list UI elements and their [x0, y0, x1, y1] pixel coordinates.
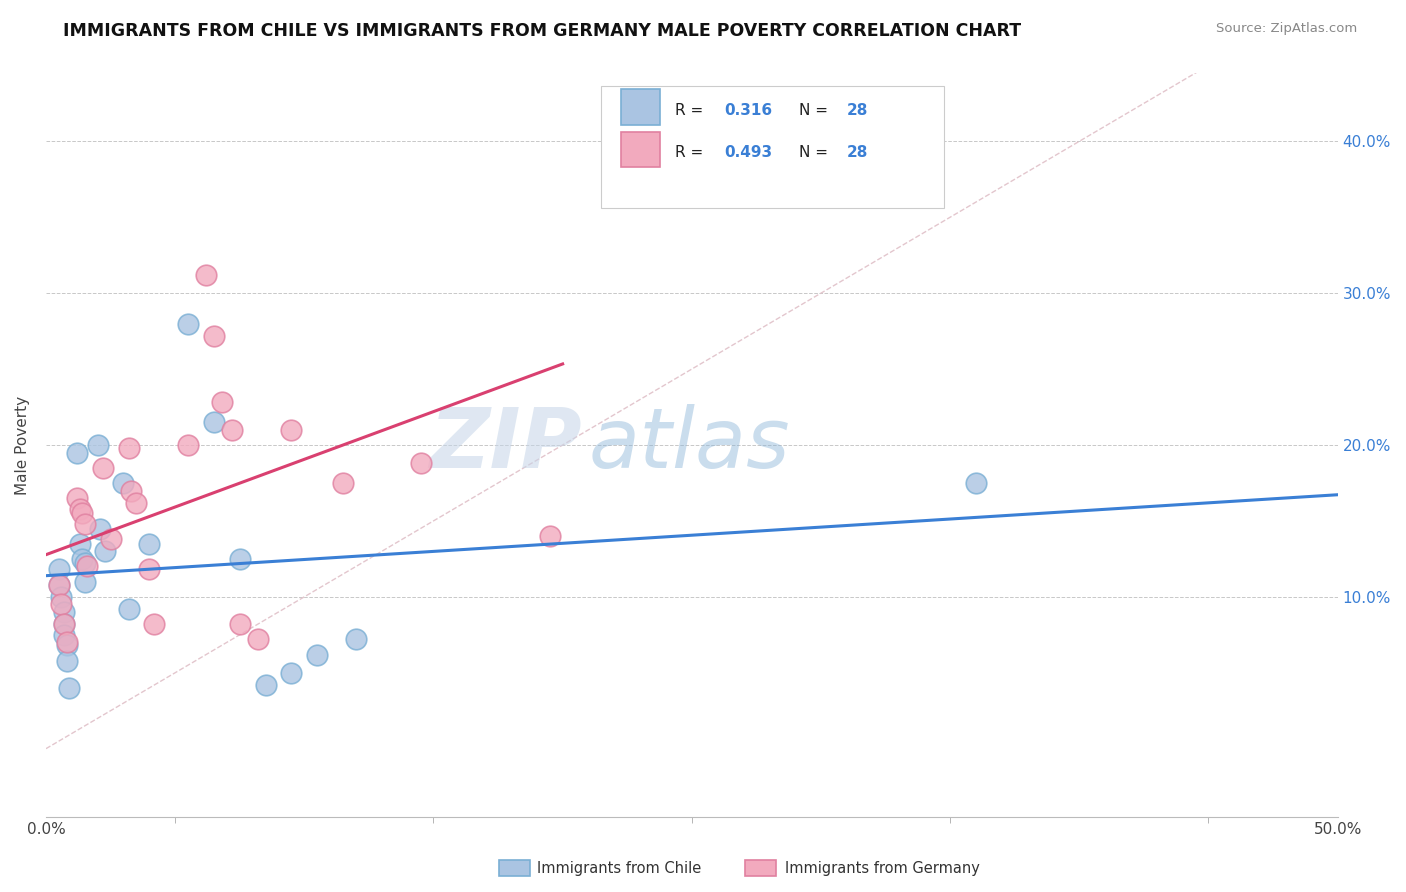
Point — [143, 617, 166, 632]
Point — [202, 415, 225, 429]
Point — [53, 605, 76, 619]
Point — [69, 537, 91, 551]
Point — [228, 552, 250, 566]
Point — [120, 483, 142, 498]
FancyBboxPatch shape — [602, 86, 943, 209]
Point — [91, 460, 114, 475]
Text: Immigrants from Chile: Immigrants from Chile — [537, 862, 702, 876]
Point — [254, 678, 277, 692]
Point — [246, 632, 269, 647]
Point — [73, 557, 96, 571]
Text: atlas: atlas — [589, 404, 790, 485]
Point — [69, 501, 91, 516]
Point — [221, 423, 243, 437]
Point — [344, 632, 367, 647]
Point — [86, 438, 108, 452]
Text: 0.316: 0.316 — [724, 103, 772, 118]
Point — [53, 617, 76, 632]
Point — [55, 635, 77, 649]
Text: N =: N = — [799, 145, 828, 160]
Point — [211, 395, 233, 409]
Y-axis label: Male Poverty: Male Poverty — [15, 395, 30, 494]
Point — [138, 562, 160, 576]
Text: 28: 28 — [846, 145, 868, 160]
Bar — [621, 89, 659, 125]
Point — [177, 317, 200, 331]
Point — [73, 574, 96, 589]
Point — [177, 438, 200, 452]
Point — [66, 445, 89, 459]
Point — [332, 475, 354, 490]
Point — [58, 681, 80, 695]
Point — [797, 179, 820, 194]
Text: Immigrants from Germany: Immigrants from Germany — [785, 862, 980, 876]
Point — [48, 577, 70, 591]
Text: R =: R = — [675, 145, 703, 160]
Point — [125, 496, 148, 510]
Text: 28: 28 — [846, 103, 868, 118]
Point — [51, 590, 73, 604]
Point — [965, 475, 987, 490]
Bar — [621, 132, 659, 168]
Point — [307, 648, 329, 662]
Point — [202, 328, 225, 343]
Point — [100, 532, 122, 546]
Point — [280, 665, 302, 680]
Point — [228, 617, 250, 632]
Point — [112, 475, 135, 490]
Point — [89, 521, 111, 535]
Point — [70, 552, 93, 566]
Point — [117, 441, 139, 455]
Point — [409, 456, 432, 470]
Point — [94, 544, 117, 558]
Point — [73, 516, 96, 531]
Point — [53, 628, 76, 642]
Text: Source: ZipAtlas.com: Source: ZipAtlas.com — [1216, 22, 1357, 36]
Point — [66, 491, 89, 505]
Point — [51, 598, 73, 612]
Point — [70, 506, 93, 520]
Point — [280, 423, 302, 437]
Point — [195, 268, 218, 282]
Point — [55, 639, 77, 653]
Text: 0.493: 0.493 — [724, 145, 772, 160]
Point — [55, 654, 77, 668]
Point — [48, 562, 70, 576]
Point — [48, 577, 70, 591]
Point — [117, 602, 139, 616]
Point — [53, 617, 76, 632]
Text: R =: R = — [675, 103, 703, 118]
Point — [76, 559, 98, 574]
Point — [138, 537, 160, 551]
Text: N =: N = — [799, 103, 828, 118]
Point — [538, 529, 561, 543]
Text: ZIP: ZIP — [429, 404, 582, 485]
Text: IMMIGRANTS FROM CHILE VS IMMIGRANTS FROM GERMANY MALE POVERTY CORRELATION CHART: IMMIGRANTS FROM CHILE VS IMMIGRANTS FROM… — [63, 22, 1021, 40]
